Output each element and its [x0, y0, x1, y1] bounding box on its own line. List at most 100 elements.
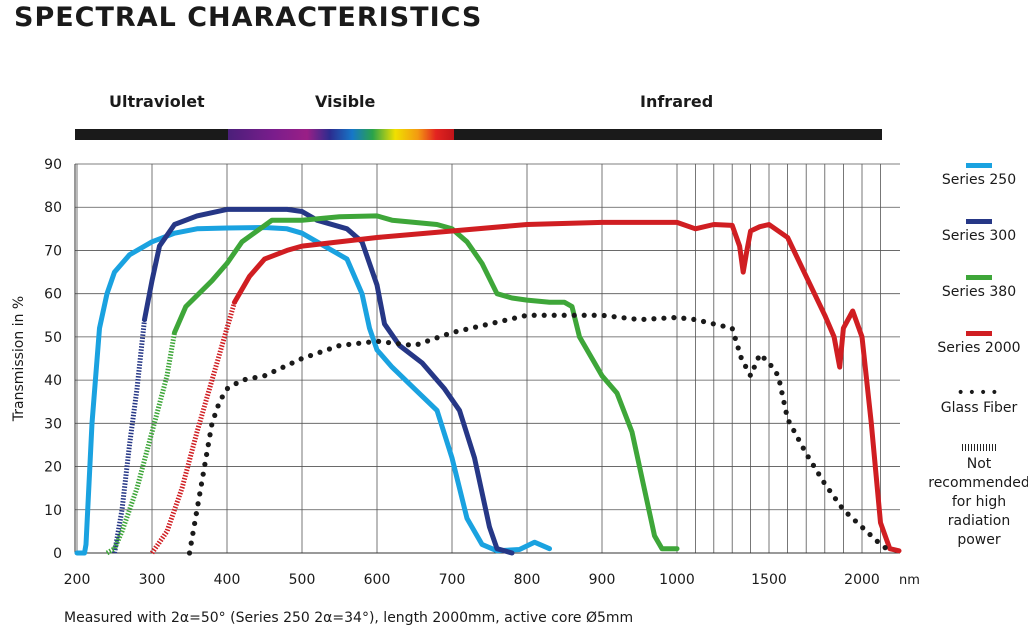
- series-point-glass-fiber: [280, 364, 286, 370]
- series-line-series-2000-not-recommended: [149, 301, 237, 555]
- series-point-glass-fiber: [816, 471, 822, 477]
- series-point-glass-fiber: [511, 315, 518, 321]
- series-point-glass-fiber: [777, 380, 783, 386]
- series-point-glass-fiber: [751, 364, 757, 370]
- series-point-glass-fiber: [307, 352, 314, 359]
- series-point-glass-fiber: [783, 409, 789, 415]
- footnote: Measured with 2α=50° (Series 250 2α=34°)…: [64, 610, 634, 626]
- y-axis-label: Transmission in %: [11, 296, 27, 422]
- series-point-glass-fiber: [271, 368, 277, 375]
- series-point-glass-fiber: [502, 317, 508, 323]
- series-point-glass-fiber: [651, 316, 657, 322]
- series-point-glass-fiber: [405, 342, 411, 348]
- series-point-glass-fiber: [262, 373, 268, 379]
- series-point-glass-fiber: [492, 320, 498, 326]
- x-tick-label: 1500: [751, 572, 787, 588]
- y-tick-label: 10: [44, 503, 62, 519]
- series-point-glass-fiber: [195, 501, 201, 507]
- legend-swatch-series-300: [966, 219, 992, 224]
- legend-swatch-series-380: [966, 275, 992, 280]
- legend-item-not-recommended: Not recommended for high radiation power: [926, 444, 1028, 550]
- series-line-series-380: [172, 213, 680, 552]
- series-point-glass-fiber: [336, 343, 342, 349]
- series-point-glass-fiber: [453, 329, 459, 335]
- series-point-glass-fiber: [541, 312, 547, 318]
- legend-item-series-380: Series 380: [920, 275, 1028, 300]
- region-label-visible: Visible: [315, 92, 376, 111]
- series-point-glass-fiber: [551, 312, 557, 318]
- x-tick-label: 2000: [844, 572, 880, 588]
- legend-hatch-not-recommended: [962, 444, 996, 451]
- legend-label-series-250: Series 250: [941, 172, 1017, 188]
- series-point-glass-fiber: [691, 316, 697, 323]
- series-point-glass-fiber: [710, 321, 716, 327]
- legend-item-glass-fiber: •••• Glass Fiber: [920, 386, 1028, 416]
- y-tick-label: 70: [44, 243, 62, 259]
- legend-swatch-series-250: [966, 163, 992, 168]
- series-point-glass-fiber: [729, 326, 735, 332]
- series-point-glass-fiber: [356, 340, 362, 346]
- series-point-glass-fiber: [755, 355, 761, 361]
- series-point-glass-fiber: [768, 362, 774, 369]
- series-point-glass-fiber: [561, 312, 567, 318]
- series-point-glass-fiber: [200, 471, 206, 477]
- series-point-glass-fiber: [209, 422, 215, 428]
- series-point-glass-fiber: [738, 354, 744, 361]
- series-point-glass-fiber: [188, 540, 194, 546]
- x-tick-label: 600: [364, 572, 391, 588]
- series-point-glass-fiber: [800, 445, 806, 451]
- series-point-glass-fiber: [720, 323, 726, 329]
- series-point-glass-fiber: [845, 511, 851, 517]
- series-point-glass-fiber: [781, 399, 787, 406]
- region-label-infrared: Infrared: [640, 92, 714, 111]
- series-point-glass-fiber: [521, 313, 527, 319]
- y-tick-label: 30: [44, 416, 62, 432]
- spectrum-bar-left: [75, 129, 228, 140]
- series-point-glass-fiber: [874, 538, 880, 544]
- series-point-glass-fiber: [242, 376, 248, 383]
- series-point-glass-fiber: [860, 525, 866, 531]
- legend-item-series-2000: Series 2000: [920, 331, 1028, 356]
- series-line-series-380-not-recommended: [105, 332, 177, 556]
- series-point-glass-fiber: [215, 403, 221, 409]
- x-tick-label: 800: [514, 572, 541, 588]
- series-point-glass-fiber: [571, 312, 577, 318]
- legend-item-series-250: Series 250: [920, 163, 1028, 188]
- series-point-glass-fiber: [779, 390, 785, 396]
- series-point-glass-fiber: [395, 341, 402, 347]
- page-title: SPECTRAL CHARACTERISTICS: [14, 2, 483, 33]
- series-point-glass-fiber: [186, 550, 193, 556]
- spectrum-bar-right: [454, 129, 882, 140]
- series-point-glass-fiber: [671, 315, 677, 321]
- y-tick-label: 80: [44, 200, 62, 216]
- series-point-glass-fiber: [581, 312, 587, 318]
- spectrum-bar-visible: [228, 129, 454, 140]
- legend-label-series-2000: Series 2000: [937, 340, 1021, 356]
- series-point-glass-fiber: [805, 454, 811, 460]
- series-point-glass-fiber: [761, 355, 767, 361]
- x-tick-label: 300: [139, 572, 166, 588]
- series-point-glass-fiber: [233, 380, 239, 387]
- y-tick-label: 0: [53, 546, 62, 562]
- x-tick-label: 200: [64, 572, 91, 588]
- series-point-glass-fiber: [700, 318, 707, 325]
- series-point-glass-fiber: [252, 375, 258, 381]
- x-tick-label: 700: [439, 572, 466, 588]
- x-tick-label: 1000: [659, 572, 695, 588]
- series-line-series-300-not-recommended: [112, 319, 147, 554]
- series-point-glass-fiber: [434, 335, 440, 341]
- series-point-glass-fiber: [735, 345, 741, 351]
- series-point-glass-fiber: [786, 419, 792, 425]
- series-point-glass-fiber: [867, 531, 873, 538]
- series-point-glass-fiber: [317, 349, 323, 355]
- series-point-glass-fiber: [681, 315, 687, 321]
- series-point-glass-fiber: [591, 312, 597, 318]
- series-point-glass-fiber: [205, 442, 211, 448]
- series-point-glass-fiber: [326, 346, 333, 352]
- series-point-glass-fiber: [882, 545, 888, 551]
- x-tick-label: 900: [589, 572, 616, 588]
- x-unit-label: nm: [899, 573, 920, 588]
- series-point-glass-fiber: [482, 322, 488, 328]
- series-point-glass-fiber: [838, 504, 844, 510]
- series-point-glass-fiber: [190, 530, 196, 536]
